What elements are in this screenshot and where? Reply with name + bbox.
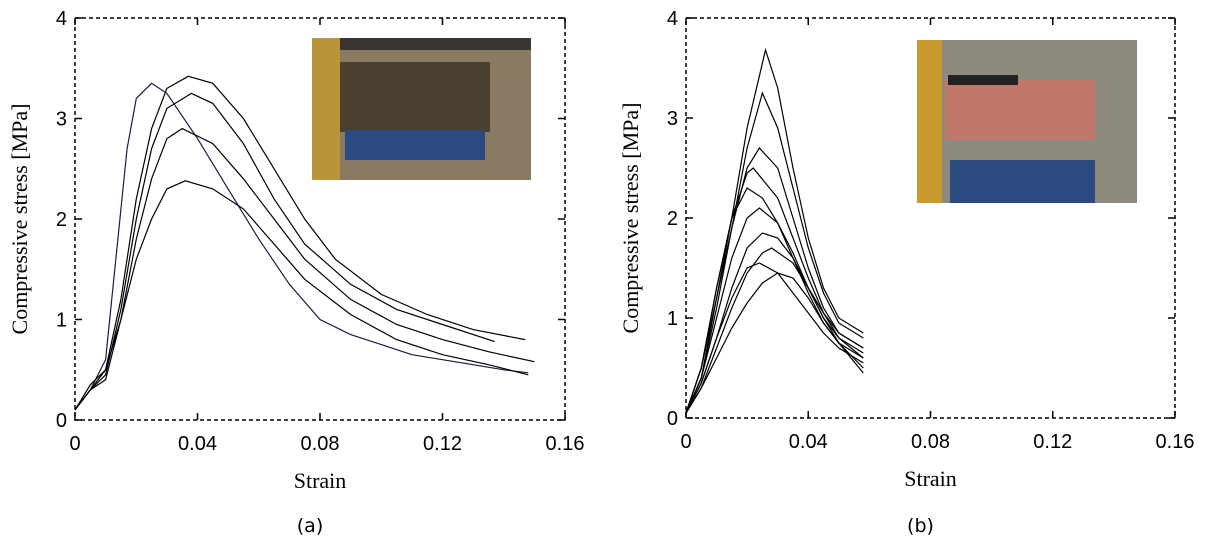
stress-strain-curve (685, 232, 864, 414)
x-tick-label: 0.04 (178, 433, 217, 455)
y-tick-label: 3 (667, 108, 678, 130)
photo-part (917, 40, 942, 203)
photo-part (312, 38, 531, 50)
photo-part (950, 160, 1095, 203)
stress-strain-curve (74, 92, 495, 411)
panel-caption: (b) (907, 515, 934, 537)
stress-strain-curve (74, 180, 529, 411)
x-tick-label: 0.12 (423, 433, 462, 455)
x-tick-label: 0.04 (789, 431, 828, 453)
y-tick-label: 2 (667, 208, 678, 230)
stress-strain-curve (685, 272, 864, 414)
photo-part (948, 75, 1018, 85)
y-tick-label: 1 (56, 310, 67, 332)
x-axis-label: Strain (294, 468, 347, 493)
y-axis-label: Compressive stress [MPa] (618, 103, 643, 334)
x-tick-label: 0.16 (546, 433, 585, 455)
y-tick-label: 4 (56, 8, 67, 30)
stress-strain-curve (74, 82, 529, 411)
photo-part (945, 80, 1095, 140)
x-tick-label: 0.16 (1156, 431, 1195, 453)
stress-strain-curve (74, 127, 535, 411)
y-tick-label: 0 (667, 408, 678, 430)
stress-strain-curve (74, 75, 526, 411)
inset-photo-b (917, 40, 1137, 203)
x-tick-label: 0 (680, 431, 691, 453)
y-axis-label: Compressive stress [MPa] (7, 104, 32, 335)
x-tick-label: 0.08 (911, 431, 950, 453)
stress-strain-curve (685, 262, 864, 414)
x-tick-label: 0.12 (1033, 431, 1072, 453)
photo-part (312, 38, 340, 180)
photo-part (340, 62, 490, 132)
stress-strain-curve (685, 91, 864, 414)
inset-photo-a (312, 38, 531, 180)
x-tick-label: 0.08 (301, 433, 340, 455)
y-tick-label: 2 (56, 209, 67, 231)
y-tick-label: 3 (56, 109, 67, 131)
stress-strain-curve (685, 247, 864, 414)
stress-strain-curve (685, 187, 864, 414)
y-tick-label: 0 (56, 410, 67, 432)
x-axis-label: Strain (904, 466, 957, 491)
y-tick-label: 1 (667, 308, 678, 330)
photo-part (345, 130, 485, 160)
x-tick-label: 0 (69, 433, 80, 455)
y-tick-label: 4 (667, 8, 678, 30)
stress-strain-curve (685, 167, 864, 414)
stress-strain-curve (685, 147, 864, 414)
panel-caption: (a) (297, 515, 323, 537)
